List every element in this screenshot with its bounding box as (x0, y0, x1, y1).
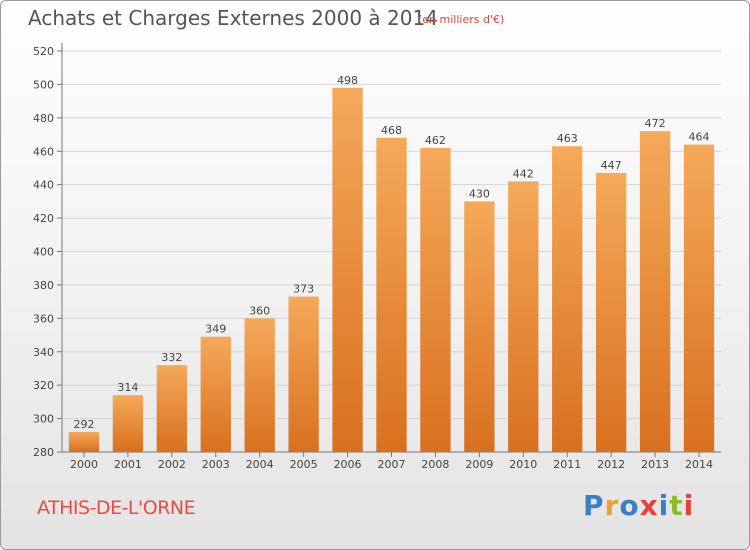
x-tick-label: 2000 (70, 458, 98, 471)
y-tick-label: 380 (33, 279, 54, 292)
bar-value-label: 442 (513, 167, 534, 180)
x-tick-label: 2003 (202, 458, 230, 471)
bar (112, 395, 144, 452)
bar (508, 181, 539, 452)
data-labels: 292 314 332 349 360 373 498 468 462 430 442 463 447 4… (73, 74, 709, 431)
city-name: ATHIS-DE-L'ORNE (37, 497, 196, 519)
bar-value-label: 360 (249, 304, 270, 317)
x-tick-label: 2009 (465, 458, 493, 471)
bar (332, 87, 363, 452)
x-tick-label: 2006 (334, 458, 362, 471)
y-tick-label: 420 (33, 212, 54, 225)
bar-value-label: 468 (381, 124, 402, 137)
logo-letter: P (583, 489, 605, 522)
bar (156, 365, 187, 452)
y-tick-label: 440 (33, 179, 54, 192)
bar-value-label: 462 (425, 134, 446, 147)
x-tick-label: 2002 (158, 458, 186, 471)
bar (376, 137, 407, 452)
bar-value-label: 498 (337, 74, 358, 87)
bar-value-label: 373 (293, 283, 314, 296)
y-tick-label: 500 (33, 78, 54, 91)
proxiti-logo[interactable]: Proxiti (583, 489, 694, 522)
logo-letter: r (604, 489, 620, 522)
bar (420, 147, 451, 453)
x-tick-label: 2001 (114, 458, 142, 471)
y-tick-label: 520 (33, 45, 54, 58)
logo-letter: i (683, 489, 695, 522)
bar-value-label: 463 (557, 132, 578, 145)
chart-title: Achats et Charges Externes 2000 à 2014 (28, 6, 438, 30)
bar (244, 318, 275, 452)
bar (200, 336, 231, 452)
bar-value-label: 430 (469, 187, 490, 200)
logo-letter: t (669, 489, 684, 522)
y-tick-label: 320 (33, 379, 54, 392)
bar-value-label: 464 (689, 131, 710, 144)
chart-subtitle: (en milliers d'€) (418, 13, 505, 26)
bar (596, 172, 627, 453)
y-tick-label: 460 (33, 145, 54, 158)
x-tick-label: 2007 (378, 458, 406, 471)
bar-value-label: 314 (117, 381, 138, 394)
x-tick-label: 2011 (553, 458, 581, 471)
axes: 280 300 320 340 360 380 400 420 440 460 480 500 520 2… (33, 43, 721, 471)
bar-value-label: 332 (161, 351, 182, 364)
bar-value-label: 292 (73, 418, 94, 431)
y-tick-label: 300 (33, 413, 54, 426)
x-tick-label: 2010 (509, 458, 537, 471)
x-tick-label: 2012 (597, 458, 625, 471)
bar (288, 296, 319, 452)
y-tick-label: 400 (33, 246, 54, 259)
bar-value-label: 472 (645, 117, 666, 130)
x-tick-label: 2014 (685, 458, 713, 471)
logo-letter: i (658, 489, 670, 522)
bar (639, 131, 671, 452)
bar (68, 431, 100, 452)
bar (552, 146, 583, 453)
y-tick-label: 340 (33, 346, 54, 359)
y-tick-label: 480 (33, 112, 54, 125)
x-tick-label: 2013 (641, 458, 669, 471)
logo-letter: o (619, 489, 640, 522)
bars (68, 87, 715, 453)
x-tick-label: 2004 (246, 458, 274, 471)
x-tick-label: 2005 (290, 458, 318, 471)
y-tick-label: 360 (33, 312, 54, 325)
bar-value-label: 447 (601, 159, 622, 172)
bar-value-label: 349 (205, 323, 226, 336)
x-tick-label: 2008 (421, 458, 449, 471)
logo-letter: x (639, 489, 659, 522)
bar (464, 201, 495, 452)
bar (683, 144, 715, 453)
y-tick-label: 280 (33, 446, 54, 459)
